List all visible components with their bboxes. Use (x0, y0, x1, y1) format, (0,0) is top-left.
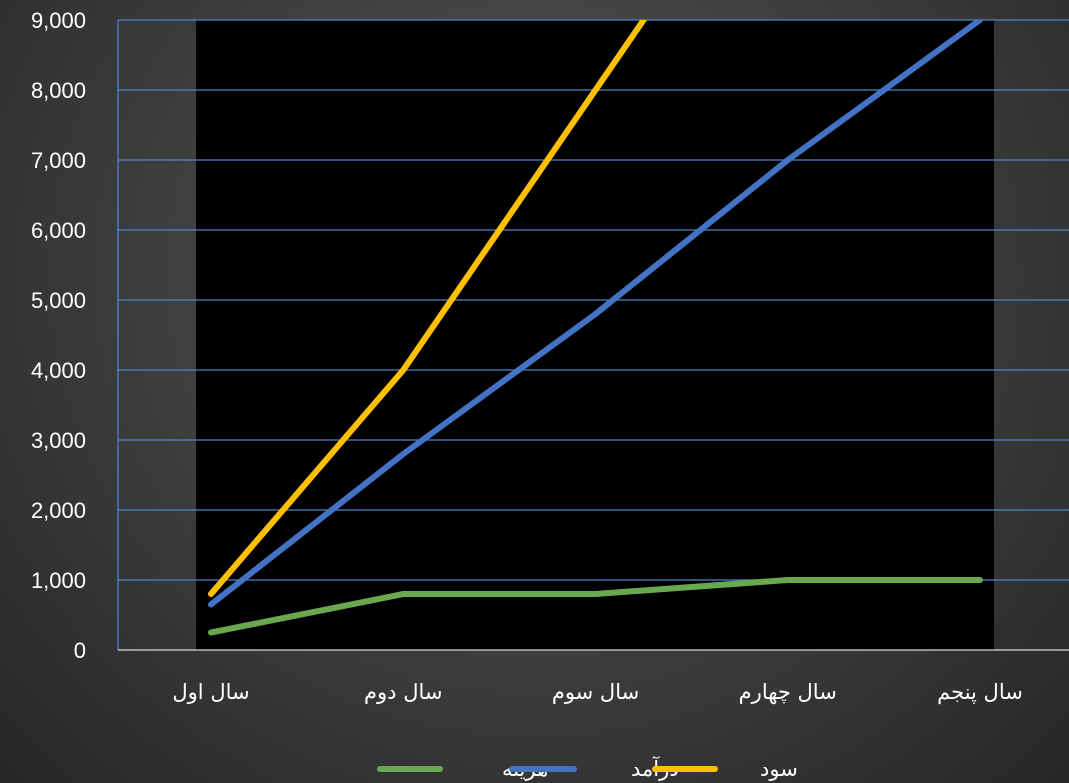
series-lines (208, 20, 983, 636)
gridlines (118, 19, 1069, 581)
x-axis-category-labels: سال اول سال دوم سال سوم سال چهارم سال پنجم (172, 680, 1022, 705)
legend: هزینهدرآمدسود (377, 756, 798, 781)
y-tick-label: 6,000 (31, 218, 86, 243)
x-category-label: سال دوم (364, 680, 442, 704)
y-tick-label: 3,000 (31, 428, 86, 453)
series-line-1 (208, 20, 983, 608)
legend-label: سود (760, 757, 798, 781)
y-tick-label: 2,000 (31, 498, 86, 523)
y-tick-label: 1,000 (31, 568, 86, 593)
plot-area (196, 20, 994, 650)
x-category-label: سال چهارم (739, 680, 837, 704)
series-line-0 (208, 577, 983, 636)
x-category-label: سال پنجم (937, 680, 1023, 705)
y-tick-label: 9,000 (31, 8, 86, 33)
y-tick-label: 5,000 (31, 288, 86, 313)
y-tick-label: 0 (74, 638, 86, 663)
x-category-label: سال اول (172, 680, 249, 704)
x-category-label: سال سوم (552, 680, 639, 704)
y-tick-label: 7,000 (31, 148, 86, 173)
y-tick-label: 4,000 (31, 358, 86, 383)
y-tick-label: 8,000 (31, 78, 86, 103)
y-axis-tick-labels: 0 1,000 2,000 3,000 4,000 5,000 6,000 7,000 8,00… (31, 8, 86, 663)
series-line-2 (208, 20, 648, 597)
